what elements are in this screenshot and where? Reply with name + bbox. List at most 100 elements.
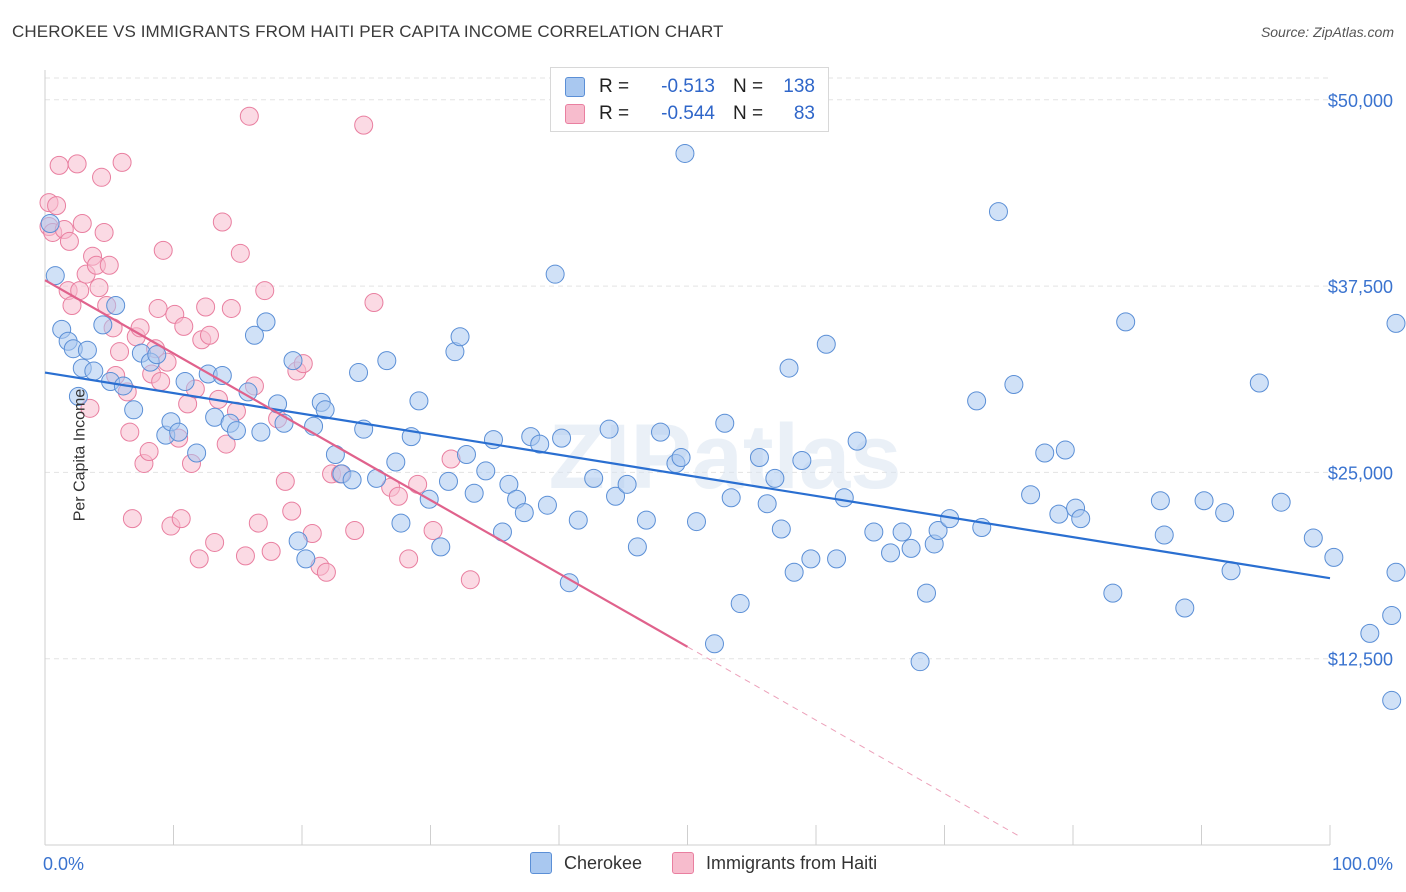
cherokee-point (244, 325, 264, 345)
haiti-point (110, 342, 130, 362)
haiti-point (148, 298, 168, 318)
cherokee-point (559, 573, 579, 593)
y-tick-label: $50,000 (1328, 91, 1393, 111)
haiti-trend-line (44, 279, 689, 648)
cherokee-point (801, 549, 821, 569)
chart-source: Source: ZipAtlas.com (1260, 24, 1394, 40)
haiti-point (139, 442, 159, 462)
legend-item-haiti[interactable]: Immigrants from Haiti (672, 852, 877, 874)
cherokee-point (606, 486, 626, 506)
cherokee-point (545, 264, 565, 284)
legend-row-haiti: R = -0.544 N = 83 (565, 103, 815, 125)
cherokee-point (175, 371, 195, 391)
cherokee-point (1055, 440, 1075, 460)
legend-n-label: N = (733, 103, 764, 124)
cherokee-point (967, 391, 987, 411)
cherokee-point (1071, 509, 1091, 529)
cherokee-point (784, 562, 804, 582)
haiti-point (221, 298, 241, 318)
haiti-point (122, 509, 142, 529)
cherokee-point (283, 351, 303, 371)
haiti-point (423, 521, 443, 541)
cherokee-point (1303, 528, 1323, 548)
cherokee-point (288, 531, 308, 551)
cherokee-point (349, 363, 369, 383)
cherokee-point (93, 315, 113, 335)
haiti-swatch (565, 104, 585, 124)
haiti-point (239, 106, 259, 126)
cherokee-point (552, 428, 572, 448)
haiti-trend-extension (687, 646, 1022, 838)
cherokee-point (749, 448, 769, 467)
cherokee-point (671, 448, 691, 467)
x-tick-label: 100.0% (1332, 854, 1393, 874)
haiti-point (92, 167, 112, 187)
cherokee-point (627, 537, 647, 557)
cherokee-point (816, 334, 836, 354)
cherokee-point (1175, 598, 1195, 618)
cherokee-point (45, 266, 65, 286)
haiti-point (151, 371, 171, 391)
cherokee-point (1150, 491, 1170, 511)
cherokee-point (1386, 313, 1406, 333)
cherokee-point (779, 358, 799, 378)
cherokee-point (864, 522, 884, 542)
cherokee-point (1194, 491, 1214, 511)
cherokee-point (256, 312, 276, 332)
y-axis-label: Per Capita Income (71, 388, 89, 522)
chart-title: CHEROKEE VS IMMIGRANTS FROM HAITI PER CA… (12, 22, 724, 41)
haiti-point (212, 212, 232, 232)
cherokee-point (847, 431, 867, 451)
cherokee-point (1382, 605, 1402, 625)
cherokee-point (1035, 443, 1055, 463)
cherokee-point (1271, 492, 1291, 512)
haiti-point (275, 471, 295, 491)
legend-item-cherokee[interactable]: Cherokee (530, 852, 642, 874)
haiti-point (408, 474, 428, 494)
cherokee-point (617, 474, 637, 494)
y-tick-label: $37,500 (1328, 277, 1393, 297)
haiti-point (112, 152, 132, 172)
haiti-point (216, 434, 236, 454)
cherokee-point (651, 422, 671, 442)
legend-r-label: R = (599, 103, 630, 124)
cherokee-point (1004, 374, 1024, 394)
cherokee-point (124, 400, 144, 420)
haiti-point (199, 325, 219, 345)
cherokee-point (464, 483, 484, 503)
cherokee-point (296, 549, 316, 569)
cherokee-point (147, 345, 167, 365)
cherokee-trend-line (44, 371, 1331, 580)
cherokee-point (84, 361, 104, 381)
cherokee-point (438, 471, 458, 491)
legend-r-value: -0.544 (661, 103, 715, 124)
cherokee-point (1386, 562, 1406, 582)
haiti-point (282, 501, 302, 521)
cherokee-point (1382, 690, 1402, 710)
cherokee-point (901, 538, 921, 558)
cherokee-point (68, 386, 88, 406)
haiti-point (235, 546, 255, 566)
cherokee-point (1116, 312, 1136, 332)
cherokee-point (757, 494, 777, 514)
y-tick-label: $12,500 (1328, 650, 1393, 670)
trend-lines (44, 279, 1331, 838)
cherokee-point (827, 549, 847, 569)
legend-r-value: -0.513 (661, 76, 715, 97)
cherokee-point (476, 461, 496, 481)
cherokee-point (386, 452, 406, 472)
cherokee-point (530, 434, 550, 454)
cherokee-point (1360, 623, 1380, 643)
haiti-point (345, 521, 365, 541)
cherokee-swatch (565, 77, 585, 97)
cherokee-point (391, 513, 411, 533)
cherokee-point (988, 202, 1008, 222)
haiti-point (189, 549, 209, 569)
legend-row-cherokee: R = -0.513 N = 138 (565, 76, 815, 98)
cherokee-swatch (530, 852, 552, 874)
haiti-point (248, 513, 268, 533)
cherokee-point (377, 351, 397, 371)
cherokee-point (704, 634, 724, 654)
cherokee-point (409, 391, 429, 411)
haiti-point (460, 570, 480, 590)
